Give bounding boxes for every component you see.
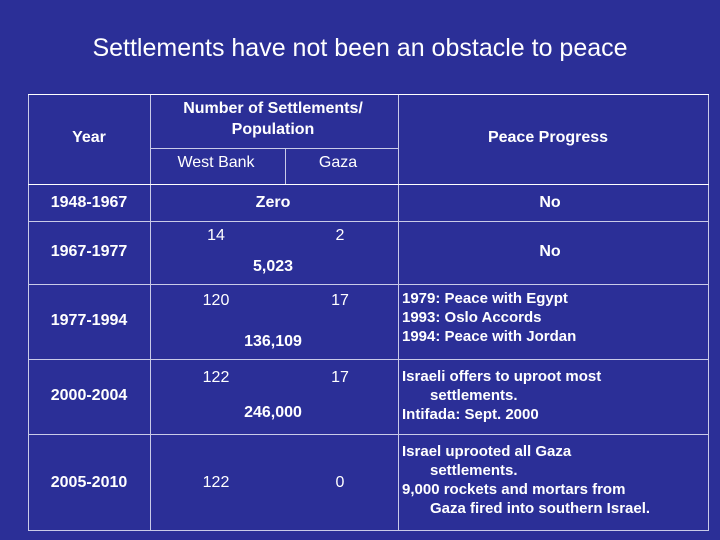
row-5-west-bank: 122 [202, 474, 230, 491]
peace-line: settlements. [430, 462, 518, 479]
column-divider-year [150, 94, 151, 530]
row-4-gaza: 17 [331, 369, 349, 386]
peace-line: Intifada: Sept. 2000 [402, 406, 539, 423]
peace-line: Israel uprooted all Gaza [402, 443, 572, 460]
header-sub-divider [150, 148, 398, 149]
header-peace-progress: Peace Progress [487, 129, 609, 146]
header-gaza: Gaza [318, 154, 358, 171]
header-settlements-line1: Number of Settlements/ [183, 100, 363, 117]
row-3-year: 1977-1994 [50, 312, 128, 329]
row-3-gaza: 17 [331, 292, 349, 309]
header-bottom-divider [28, 184, 709, 185]
row-3-west-bank: 120 [202, 292, 230, 309]
table-border-top [28, 94, 709, 95]
peace-line: Gaza fired into southern Israel. [430, 500, 651, 517]
table-border-right [708, 94, 709, 530]
peace-line: 1979: Peace with Egypt [402, 290, 568, 307]
row-2-gaza: 2 [335, 227, 345, 244]
peace-line: Israeli offers to uproot most [402, 368, 602, 385]
row-3-population: 136,109 [244, 333, 302, 350]
peace-line: 1994: Peace with Jordan [402, 328, 577, 345]
row-3-peace: 1979: Peace with Egypt 1993: Oslo Accord… [402, 289, 576, 346]
peace-line: 1993: Oslo Accords [402, 309, 542, 326]
peace-line: 9,000 rockets and mortars from [402, 481, 626, 498]
row-4-population: 246,000 [244, 404, 302, 421]
table-border-left [28, 94, 29, 530]
row-divider-1 [28, 221, 709, 222]
row-1-year: 1948-1967 [50, 194, 128, 211]
row-2-year: 1967-1977 [50, 243, 128, 260]
header-west-bank: West Bank [177, 154, 255, 171]
header-settlements-line2: Population [231, 121, 315, 138]
row-2-population: 5,023 [252, 258, 294, 275]
row-4-west-bank: 122 [202, 369, 230, 386]
row-5-peace: Israel uprooted all Gaza settlements. 9,… [402, 442, 650, 518]
table-border-bottom [28, 530, 709, 531]
row-4-peace: Israeli offers to uproot most settlement… [402, 367, 601, 424]
row-divider-3 [28, 359, 709, 360]
column-divider-wb-gaza [285, 148, 286, 184]
row-5-year: 2005-2010 [50, 474, 128, 491]
row-4-year: 2000-2004 [50, 387, 128, 404]
row-1-peace: No [539, 194, 561, 211]
page-title: Settlements have not been an obstacle to… [92, 34, 628, 62]
row-5-gaza: 0 [335, 474, 345, 491]
column-divider-peace [398, 94, 399, 530]
header-year: Year [72, 129, 106, 146]
row-1-settlements: Zero [255, 194, 291, 211]
peace-line: settlements. [430, 387, 518, 404]
row-2-peace: No [539, 243, 561, 260]
row-divider-2 [28, 284, 709, 285]
row-2-west-bank: 14 [207, 227, 225, 244]
row-divider-4 [28, 434, 709, 435]
